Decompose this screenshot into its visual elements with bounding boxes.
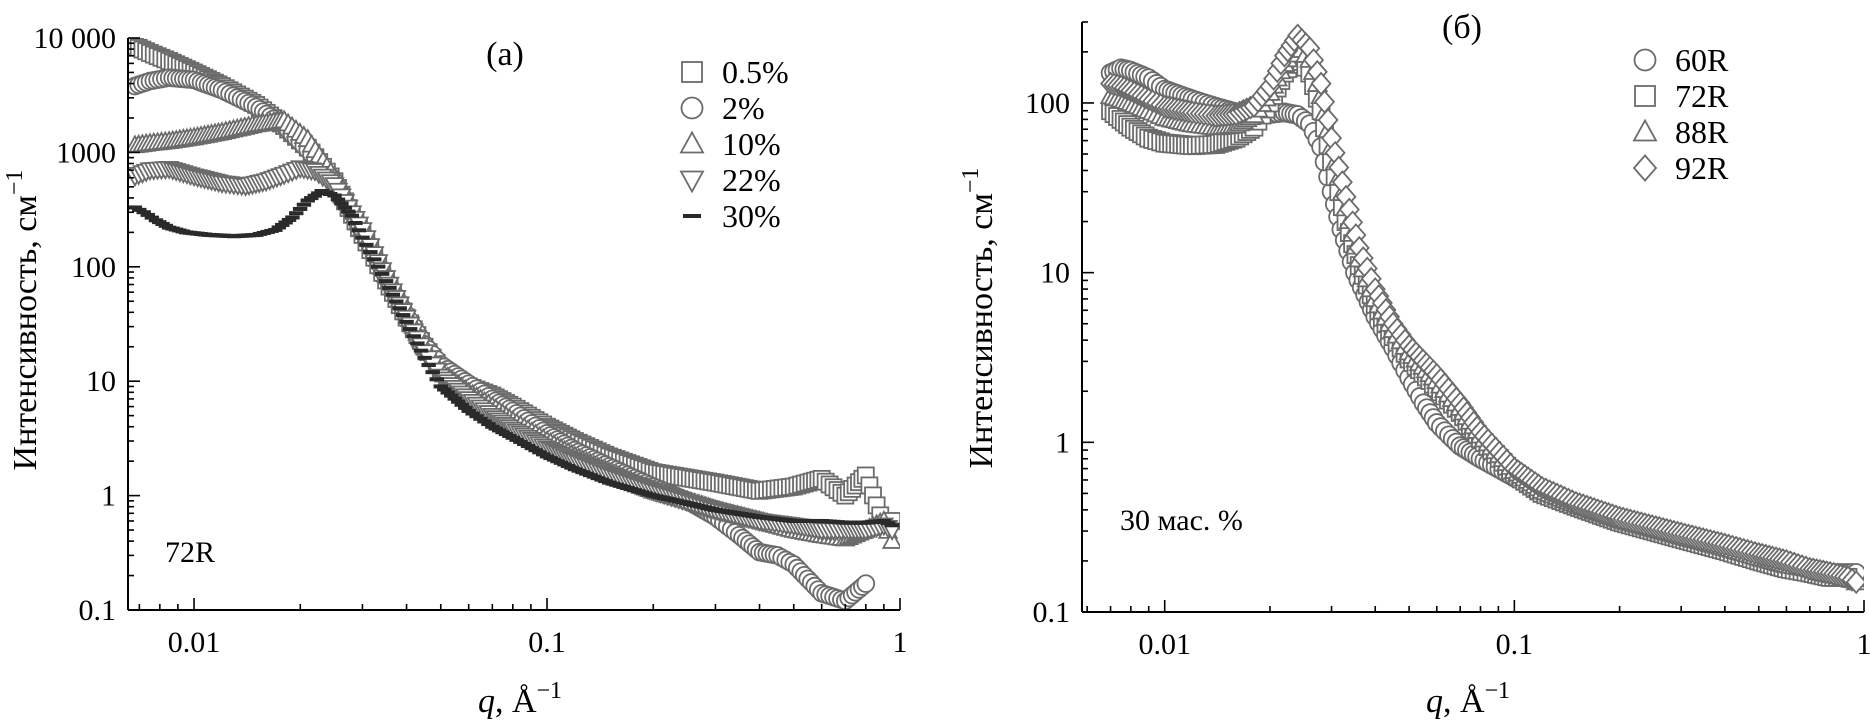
- x-tick-label: 1: [893, 626, 908, 659]
- y-axis-label-exp-b: −1: [958, 168, 984, 194]
- x-axis-label-var-b: q: [1426, 683, 1443, 720]
- y-tick-label: 0.1: [79, 594, 117, 627]
- legend-label: 2%: [722, 90, 765, 126]
- x-axis-label-b: q, Å−1: [1426, 678, 1510, 720]
- y-axis-label-b: Интенсивность, см−1: [958, 168, 1000, 469]
- x-axis-label-var-a: q: [478, 683, 495, 720]
- x-tick-label: 0.1: [528, 626, 566, 659]
- legend-item: 92R: [1632, 150, 1729, 186]
- legend-item: 2%: [680, 90, 765, 126]
- x-axis-label-exp-b: −1: [1485, 678, 1511, 704]
- y-tick-label: 10: [1040, 257, 1070, 290]
- y-tick-label: 0.1: [1033, 596, 1071, 629]
- y-axis-label-main-a: Интенсивность, см: [7, 195, 44, 470]
- legend-label: 88R: [1675, 114, 1729, 150]
- legend-item: 88R: [1632, 114, 1729, 150]
- y-tick-label: 1: [101, 480, 116, 513]
- y-axis-label-main-b: Интенсивность, см: [963, 193, 1000, 468]
- legend-marker: [679, 130, 705, 154]
- y-tick-label: 1: [1055, 426, 1070, 459]
- legend-label: 60R: [1675, 42, 1729, 78]
- x-axis-label-unit-b: , Å: [1443, 683, 1485, 720]
- legend-marker: [1632, 154, 1658, 182]
- sample-annotation-a: 72R: [165, 536, 215, 569]
- y-tick-label: 1000: [56, 136, 116, 169]
- y-tick-label: 100: [1025, 87, 1070, 120]
- legend-item: 72R: [1634, 78, 1729, 114]
- x-tick-label: 0.01: [168, 626, 221, 659]
- x-tick-label: 1: [1857, 628, 1870, 661]
- y-tick-label: 10 000: [34, 22, 117, 55]
- legend-label: 92R: [1675, 150, 1729, 186]
- x-tick-label: 0.01: [1138, 628, 1191, 661]
- legend-marker: [1632, 118, 1658, 142]
- sample-annotation-b: 30 мас. %: [1120, 504, 1243, 537]
- plot-area-b: [1099, 23, 1864, 595]
- legend-label: 22%: [722, 162, 781, 198]
- legend-label: 30%: [722, 198, 781, 234]
- legend-marker: [680, 96, 704, 120]
- x-axis-label-unit-a: , Å: [495, 683, 537, 720]
- plot-area-a: [128, 38, 900, 610]
- series-0.5%: [128, 38, 900, 535]
- data-point: [856, 574, 876, 593]
- axes-a: [127, 38, 900, 611]
- legend-item: 30%: [683, 198, 781, 234]
- axes-b: [1081, 22, 1864, 613]
- y-tick-label: 10: [86, 365, 116, 398]
- y-tick-label: 100: [71, 251, 116, 284]
- x-tick-label: 0.1: [1496, 628, 1534, 661]
- y-axis-label-a: Интенсивность, см−1: [2, 170, 44, 471]
- legend-item: 22%: [679, 162, 781, 198]
- legend-item: 60R: [1633, 42, 1729, 78]
- legend-label: 10%: [722, 126, 781, 162]
- data-point: [1845, 570, 1864, 595]
- panel-label-a: (а): [486, 36, 524, 73]
- x-axis-label-a: q, Å−1: [478, 678, 562, 720]
- legend-label: 72R: [1675, 78, 1729, 114]
- ticks-a: 0.01 0.1 1 0.1 1 10 100 1000 10 000: [34, 22, 908, 659]
- ticks-b: 0.01 0.1 1 0.1 1 10 100: [1025, 21, 1870, 661]
- y-axis-label-exp-a: −1: [2, 170, 28, 196]
- legend-marker: [679, 170, 705, 194]
- legend-marker: [1634, 85, 1656, 107]
- x-axis-label-exp-a: −1: [537, 678, 563, 704]
- series-30%: [128, 188, 900, 528]
- legend-item: 10%: [679, 126, 781, 162]
- chart-panel-a: 0.01 0.1 1 0.1 1 10 100 1000 10 000 (а) 72R 0.5%…: [2, 22, 908, 720]
- series-92R: [1100, 23, 1864, 595]
- legend-marker: [681, 61, 703, 83]
- legend-marker: [1633, 48, 1657, 72]
- panel-label-b: (б): [1442, 9, 1482, 46]
- legend-a: 0.5%2%10%22%30%: [679, 54, 789, 234]
- legend-label: 0.5%: [722, 54, 789, 90]
- chart-panel-b: 0.01 0.1 1 0.1 1 10 100 (б) 30 мас. % 60R72R88…: [958, 9, 1870, 720]
- legend-item: 0.5%: [681, 54, 789, 90]
